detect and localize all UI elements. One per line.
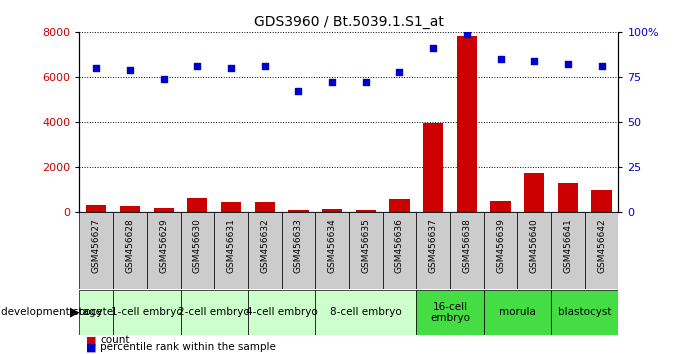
Bar	[254, 201, 275, 212]
Bar	[248, 290, 315, 335]
Text: 2-cell embryo: 2-cell embryo	[178, 307, 250, 318]
Point	[192, 63, 203, 69]
Text: GSM456637: GSM456637	[428, 218, 437, 273]
Point	[360, 80, 371, 85]
Point	[91, 65, 102, 71]
Bar	[349, 212, 383, 289]
Text: GSM456629: GSM456629	[159, 218, 168, 273]
Text: GSM456641: GSM456641	[563, 218, 572, 273]
Point	[259, 63, 270, 69]
Bar	[79, 212, 113, 289]
Bar	[282, 212, 315, 289]
Text: 1-cell embryo: 1-cell embryo	[111, 307, 182, 318]
Bar	[113, 212, 146, 289]
Bar	[248, 212, 281, 289]
Text: ▶: ▶	[70, 306, 79, 319]
Text: GSM456642: GSM456642	[597, 218, 606, 273]
Text: GSM456639: GSM456639	[496, 218, 505, 273]
Point	[124, 67, 135, 73]
Bar	[180, 212, 214, 289]
Text: blastocyst: blastocyst	[558, 307, 612, 318]
Bar	[585, 212, 618, 289]
Bar	[551, 290, 618, 335]
Bar	[383, 212, 416, 289]
Bar	[416, 290, 484, 335]
Bar	[591, 190, 612, 212]
Bar	[423, 123, 443, 212]
Text: ■: ■	[86, 335, 97, 345]
Bar	[484, 212, 518, 289]
Text: 8-cell embryo: 8-cell embryo	[330, 307, 401, 318]
Text: GSM456638: GSM456638	[462, 218, 471, 273]
Point	[596, 63, 607, 69]
Bar	[79, 290, 113, 335]
Bar	[180, 290, 248, 335]
Bar	[288, 210, 308, 212]
Point	[158, 76, 169, 82]
Bar	[187, 198, 207, 212]
Text: GSM456640: GSM456640	[530, 218, 539, 273]
Text: 16-cell
embryo: 16-cell embryo	[430, 302, 470, 323]
Text: GSM456631: GSM456631	[227, 218, 236, 273]
Point	[394, 69, 405, 74]
Bar	[120, 206, 140, 212]
Bar	[315, 212, 349, 289]
Bar	[113, 290, 180, 335]
Bar	[214, 212, 248, 289]
Bar	[484, 290, 551, 335]
Point	[225, 65, 236, 71]
Point	[529, 58, 540, 64]
Bar	[450, 212, 484, 289]
Bar	[551, 212, 585, 289]
Text: count: count	[100, 335, 130, 345]
Text: GSM456633: GSM456633	[294, 218, 303, 273]
Text: GSM456630: GSM456630	[193, 218, 202, 273]
Bar	[356, 210, 376, 212]
Text: GSM456636: GSM456636	[395, 218, 404, 273]
Bar	[524, 173, 545, 212]
Bar	[457, 36, 477, 212]
Bar	[315, 290, 416, 335]
Bar	[558, 183, 578, 212]
Point	[293, 88, 304, 94]
Bar	[153, 208, 173, 212]
Text: oocyte: oocyte	[79, 307, 114, 318]
Point	[428, 45, 439, 51]
Bar	[322, 210, 342, 212]
Bar	[491, 201, 511, 212]
Text: percentile rank within the sample: percentile rank within the sample	[100, 342, 276, 352]
Text: morula: morula	[499, 307, 536, 318]
Text: GSM456632: GSM456632	[261, 218, 269, 273]
Text: ■: ■	[86, 342, 97, 352]
Text: development stage: development stage	[1, 307, 102, 318]
Bar	[518, 212, 551, 289]
Title: GDS3960 / Bt.5039.1.S1_at: GDS3960 / Bt.5039.1.S1_at	[254, 16, 444, 29]
Bar	[146, 212, 180, 289]
Bar	[86, 205, 106, 212]
Text: 4-cell embryo: 4-cell embryo	[246, 307, 317, 318]
Text: GSM456635: GSM456635	[361, 218, 370, 273]
Point	[495, 56, 506, 62]
Text: GSM456634: GSM456634	[328, 218, 337, 273]
Point	[327, 80, 338, 85]
Bar	[221, 202, 241, 212]
Bar	[389, 199, 410, 212]
Point	[462, 31, 473, 36]
Text: GSM456628: GSM456628	[126, 218, 135, 273]
Point	[562, 62, 574, 67]
Text: GSM456627: GSM456627	[92, 218, 101, 273]
Bar	[416, 212, 450, 289]
